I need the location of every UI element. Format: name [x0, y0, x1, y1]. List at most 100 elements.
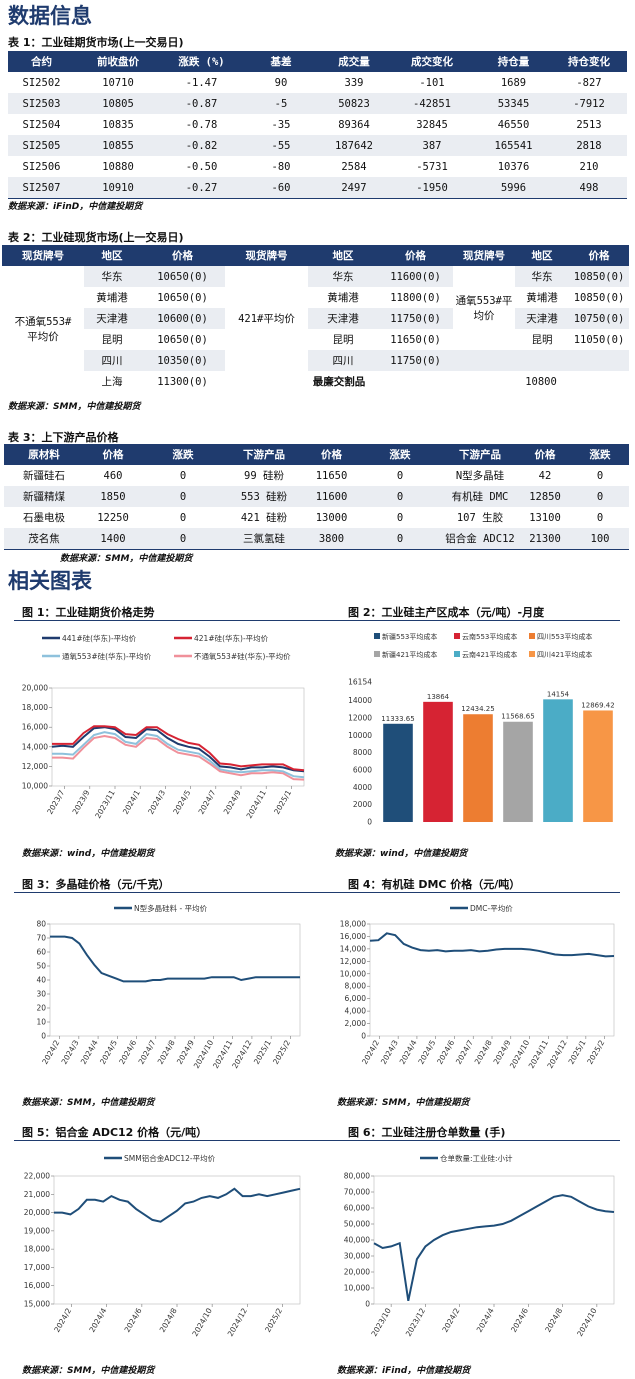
- table-row: 茂名焦 1400 0 三氯氢硅 3800 0 铝合金 ADC12 21300 100: [4, 528, 629, 550]
- column-header: 涨跌: [142, 444, 224, 465]
- column-header: 现货牌号: [2, 245, 84, 266]
- spot-grade-cell: 421#平均价: [225, 266, 308, 371]
- legend-label: N型多晶硅料 - 平均价: [134, 903, 208, 913]
- bar: [383, 723, 413, 822]
- table-cell: 107 生胶: [456, 512, 504, 524]
- x-tick-label: 2024/7: [197, 788, 218, 816]
- column-header: 价格: [378, 245, 453, 266]
- table-cell: 0: [596, 469, 604, 482]
- legend-label: 新疆421平均成本: [382, 650, 437, 659]
- series-line: [52, 734, 305, 781]
- region-cell: 华东: [84, 266, 140, 287]
- table-cell: 茂名焦: [4, 528, 84, 550]
- cheapest-label: 最廉交割品: [312, 376, 366, 388]
- table1-source: 数据来源：iFinD，中信建投期货: [8, 202, 143, 212]
- y-tick-label: 12,000: [22, 762, 48, 771]
- legend-label: 四川421平均成本: [537, 650, 592, 659]
- y-tick-label: 8,000: [345, 982, 367, 991]
- table-row: SI2506 10880 -0.50 -80 2584 -5731 10376 210: [8, 156, 627, 177]
- table-row: SI2505 10855 -0.82 -55 187642 387 165541 2818: [8, 135, 627, 156]
- fig6-source: 数据来源：iFind，中信建投期货: [337, 1366, 471, 1376]
- y-tick-label: 18,000: [340, 920, 366, 929]
- table-cell: -80: [271, 160, 291, 173]
- table-cell: 100: [571, 528, 629, 550]
- legend-swatch: [529, 633, 535, 639]
- spot-grade-cell: 通氧553#平均价: [453, 266, 515, 350]
- legend-label: 四川553平均成本: [537, 632, 592, 641]
- table-cell: 2497: [320, 177, 388, 199]
- table-cell: 10855: [75, 135, 161, 156]
- x-tick-label: 2023/9: [71, 788, 92, 816]
- region-cell: 昆明: [101, 334, 123, 346]
- fig2-caption: 图 2：工业硅主产区成本（元/吨）-月度: [348, 606, 545, 619]
- table-row: SI2504 10835 -0.78 -35 89364 32845 46550 2513: [8, 114, 627, 135]
- legend-label: 仓单数量:工业硅:小计: [440, 1153, 513, 1163]
- column-header: 现货牌号: [225, 245, 308, 266]
- fig-row3-top-rule: [14, 1140, 620, 1141]
- plot-frame: [51, 687, 305, 787]
- y-tick-label: 30: [36, 990, 46, 999]
- bar-value-label: 11568.65: [501, 713, 534, 721]
- table-row: 新疆硅石 460 0 99 硅粉 11650 0 N型多晶硅 42 0: [4, 465, 629, 486]
- table-cell: 53345: [476, 93, 551, 114]
- y-tick-label: 16,000: [24, 1281, 50, 1290]
- price-cell: 10650(0): [157, 333, 208, 346]
- empty-cell: [453, 350, 629, 371]
- table-cell: 0: [142, 486, 224, 507]
- table-cell: 498: [551, 177, 627, 199]
- table-row: 天津港 10600(0) 天津港 11750(0) 天津港 10750(0): [2, 308, 629, 329]
- y-tick-label: 15,000: [24, 1300, 50, 1309]
- y-tick-label: 14000: [348, 696, 372, 705]
- table2-source: 数据来源：SMM，中信建投期货: [8, 402, 141, 412]
- y-tick-label: 4000: [353, 783, 372, 792]
- y-tick-label: 12000: [348, 714, 372, 723]
- column-header: 地区: [84, 245, 140, 266]
- table-cell: 11600: [304, 486, 359, 507]
- region-cell: 华东: [515, 266, 569, 287]
- column-header: 持仓变化: [551, 51, 627, 72]
- y-tick-label: 0: [41, 1032, 46, 1041]
- cheapest-value: 10800: [525, 375, 557, 388]
- price-cell: 10750(0): [569, 308, 629, 329]
- futures-table: 合约 前收盘价 涨跌 (%) 基差 成交量 成交变化 持仓量 持仓变化 SI2502 10710…: [8, 51, 627, 199]
- y-tick-label: 50,000: [344, 1220, 370, 1229]
- y-tick-label: 70,000: [344, 1188, 370, 1197]
- price-cell: 11300(0): [157, 375, 208, 388]
- x-tick-label: 2024/5: [171, 788, 192, 816]
- y-tick-label: 2,000: [345, 1019, 367, 1028]
- table-cell: -0.78: [185, 118, 218, 131]
- table-cell: -5: [242, 93, 320, 114]
- x-tick-label: 2023/10: [369, 1306, 392, 1338]
- x-tick-label: 2024/10: [190, 1306, 213, 1338]
- table-cell: N型多晶硅: [455, 470, 505, 482]
- y-tick-label: 20: [36, 1004, 46, 1013]
- plot-frame: [49, 923, 301, 1037]
- x-tick-label: 2023/12: [404, 1306, 427, 1338]
- table-cell: -35: [271, 118, 291, 131]
- fig1-caption: 图 1：工业硅期货价格走势: [22, 606, 155, 619]
- price-cell: 11650(0): [390, 333, 441, 346]
- x-tick-label: 2023/7: [45, 788, 66, 816]
- spot-grade-name: 不通氧553#: [14, 316, 72, 328]
- table-cell: 10376: [497, 160, 530, 173]
- y-tick-label: 12,000: [340, 957, 366, 966]
- table-cell: 三氯氢硅: [224, 528, 304, 550]
- table-cell: -0.87: [161, 93, 242, 114]
- x-tick-label: 2024/11: [245, 788, 268, 820]
- price-cell: 10650(0): [140, 266, 225, 287]
- table-cell: 50823: [320, 93, 388, 114]
- y-tick-label: 20,000: [24, 1208, 50, 1217]
- region-cell: 昆明: [531, 334, 553, 346]
- column-header: 涨跌: [571, 444, 629, 465]
- table-cell: -1.47: [185, 76, 218, 89]
- x-tick-label: 2024/8: [158, 1306, 179, 1334]
- table-cell: 新疆硅石: [23, 470, 65, 482]
- price-cell: 11050(0): [573, 333, 625, 346]
- y-tick-label: 10,000: [340, 969, 366, 978]
- column-header: 涨跌: [359, 444, 441, 465]
- y-tick-label: 10000: [348, 731, 372, 740]
- table-cell: 90: [274, 76, 288, 89]
- legend-swatch: [529, 651, 535, 657]
- table-cell: -0.50: [185, 160, 218, 173]
- series-line: [54, 1187, 301, 1223]
